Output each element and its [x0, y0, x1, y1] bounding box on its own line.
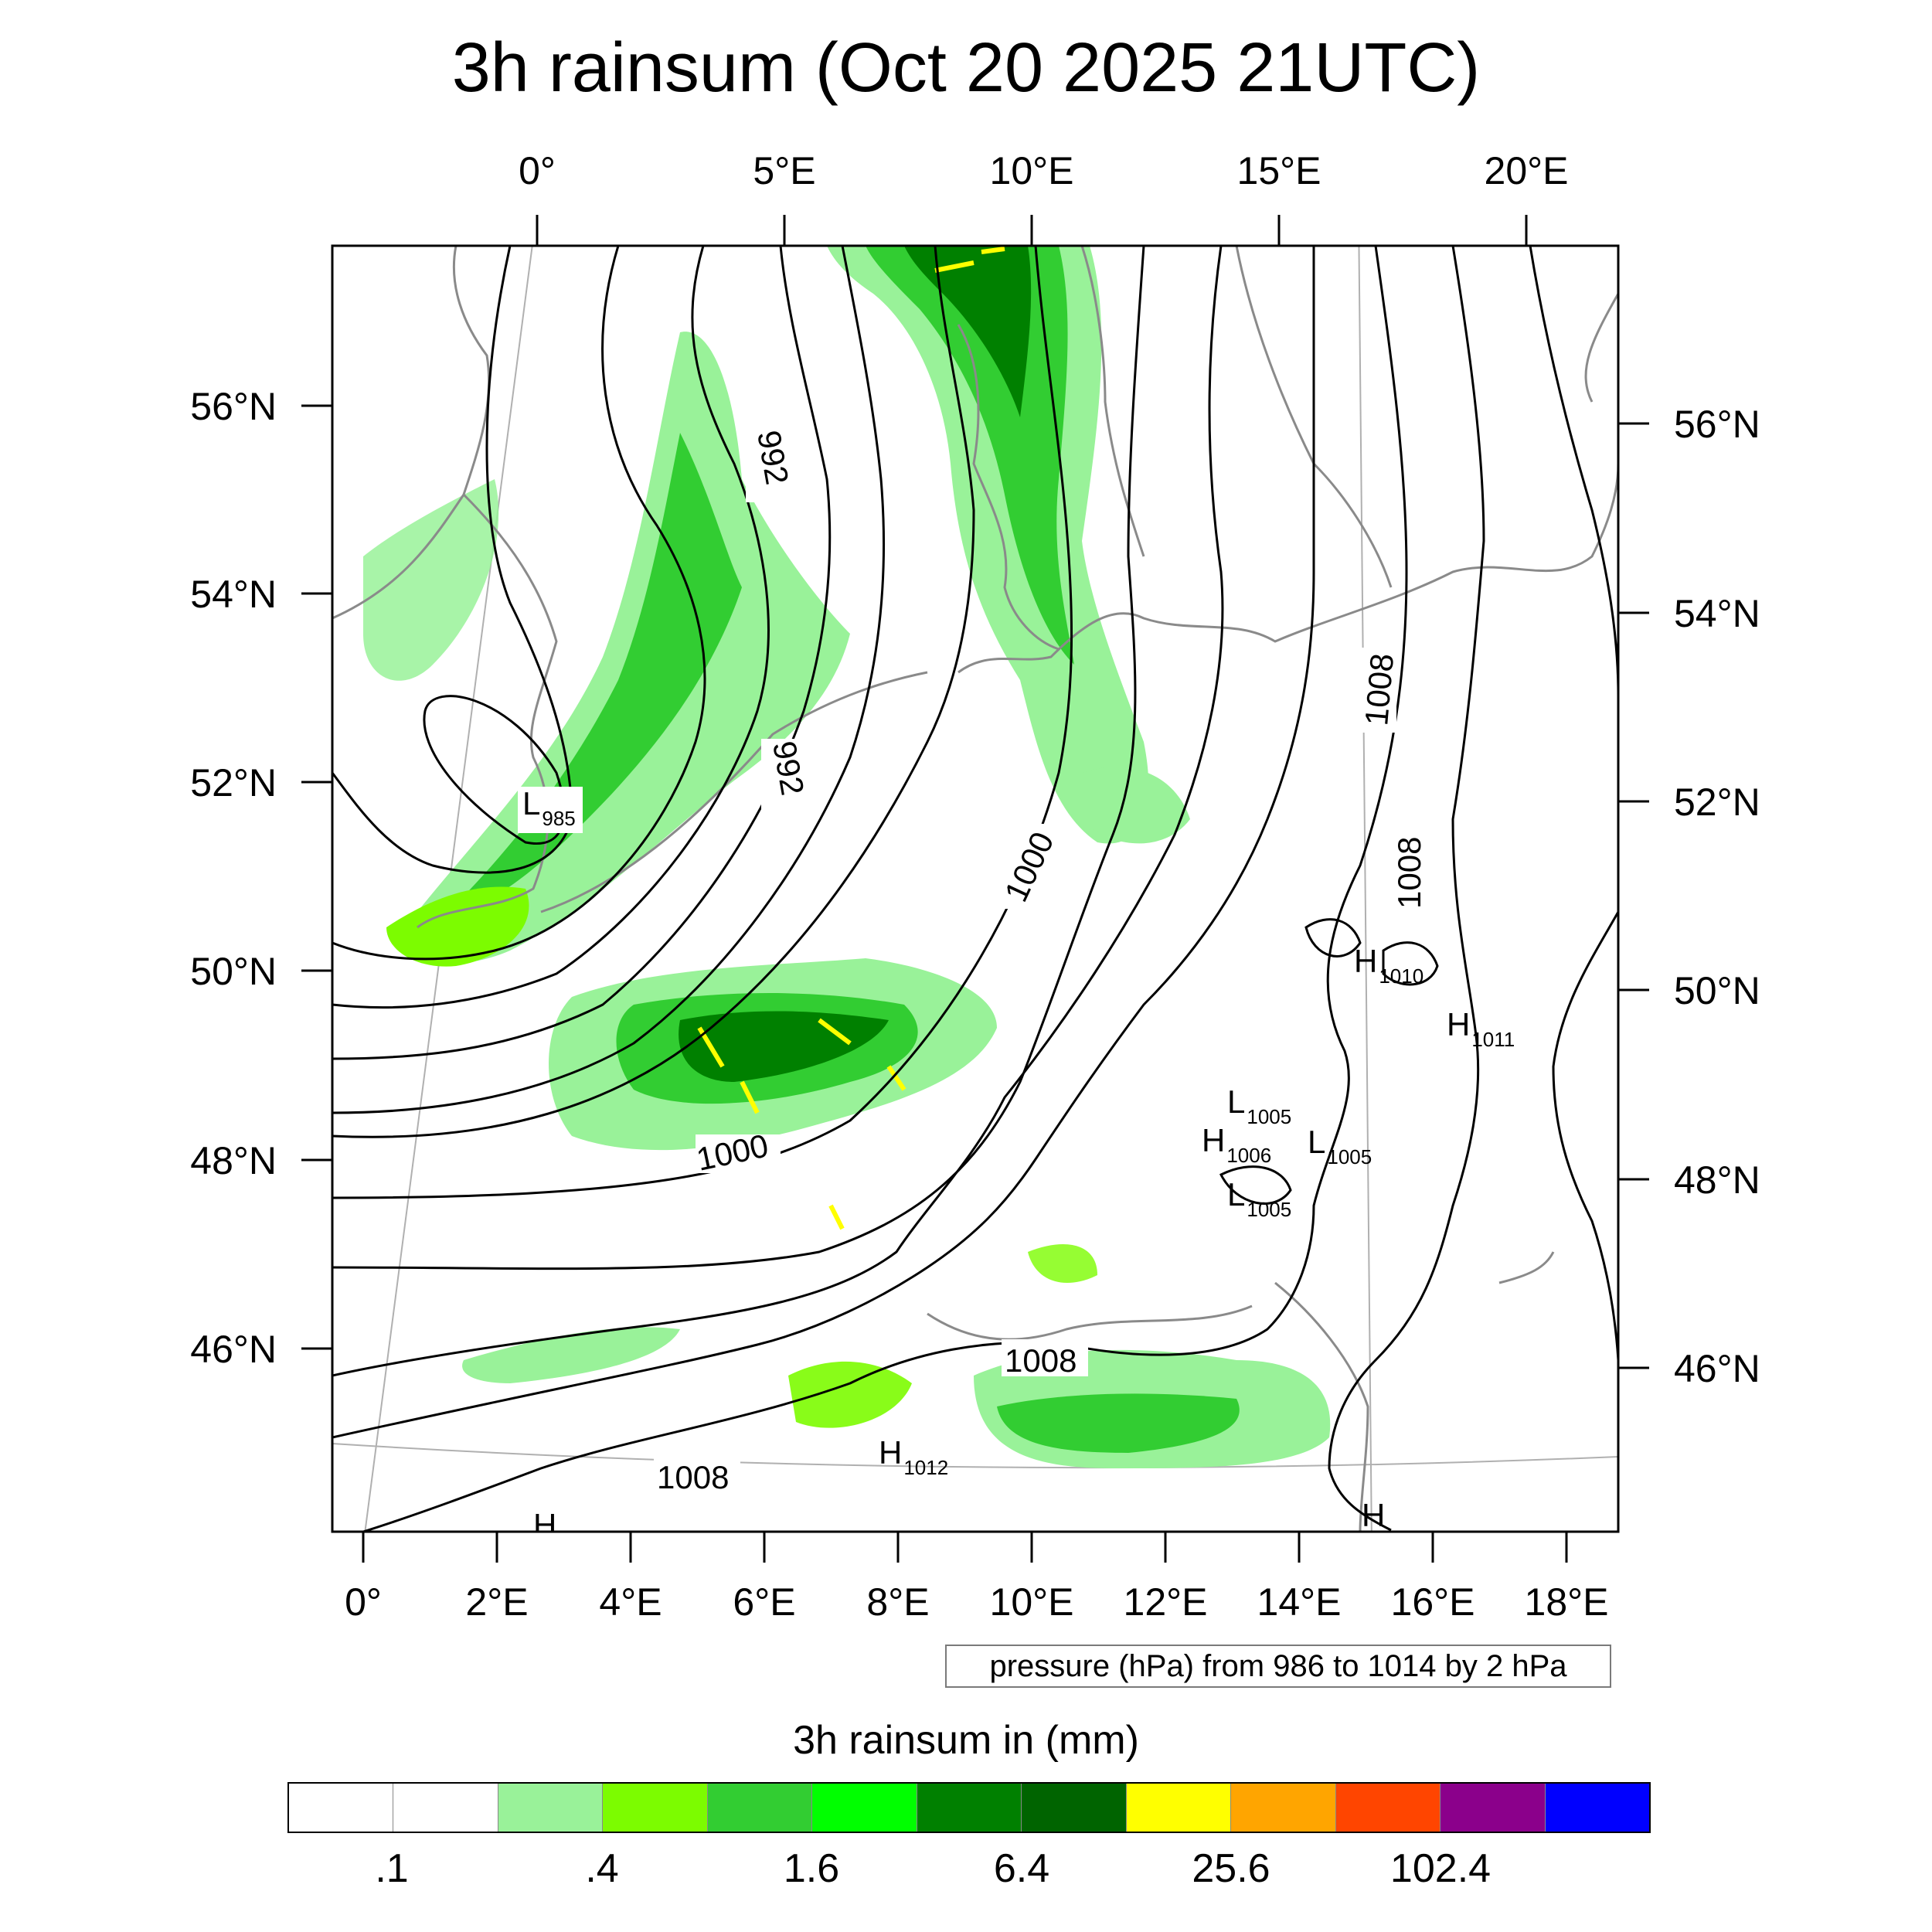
- bottom-lon-label: 16°E: [1391, 1580, 1475, 1624]
- top-lon-label: 15°E: [1237, 149, 1321, 192]
- bottom-lon-label: 12°E: [1124, 1580, 1208, 1624]
- contour-info-box: pressure (hPa) from 986 to 1014 by 2 hPa: [945, 1645, 1611, 1688]
- rain-band-biscay: [462, 1327, 680, 1383]
- low-pressure-marker: L1005: [1227, 1176, 1291, 1221]
- bottom-lon-label: 4°E: [599, 1580, 662, 1624]
- right-lat-label: 48°N: [1674, 1158, 1760, 1202]
- colorbar-tick-label: 102.4: [1389, 1846, 1492, 1891]
- colorbar-swatch: [289, 1784, 394, 1832]
- high-pressure-marker: H1012: [879, 1434, 948, 1479]
- right-lat-label: 46°N: [1674, 1347, 1760, 1390]
- isobar-label: 1008: [657, 1459, 729, 1495]
- rain-band-baltic-west: [1082, 767, 1190, 844]
- top-lon-label: 10°E: [990, 149, 1074, 192]
- right-axis: [1618, 422, 1649, 1369]
- map-frame: [331, 244, 1620, 1533]
- isobar-label: 1008: [1391, 837, 1427, 909]
- colorbar-swatch: [498, 1784, 604, 1832]
- top-axis: [536, 215, 1528, 246]
- isobar-label: 1008: [1005, 1342, 1077, 1379]
- top-lon-label: 5°E: [753, 149, 815, 192]
- bottom-lon-label: 0°: [345, 1580, 382, 1624]
- isobar-label: 1008: [1358, 652, 1400, 727]
- low-pressure-marker: L985: [522, 785, 576, 830]
- rain-core-alps: [997, 1393, 1240, 1453]
- colorbar-tick-label: 25.6: [1192, 1846, 1270, 1891]
- rain-heavy-skagerrak: [904, 246, 1032, 417]
- left-axis: [301, 404, 332, 1350]
- left-lat-label: 56°N: [190, 385, 277, 428]
- left-lat-label: 52°N: [190, 761, 277, 804]
- right-lat-label: 54°N: [1674, 592, 1760, 635]
- colorbar-tick-label: .1: [375, 1846, 409, 1891]
- rain-band-central: [788, 1361, 912, 1428]
- colorbar-swatch: [1335, 1784, 1441, 1832]
- rain-core-north-sea: [448, 433, 742, 912]
- map-title: 3h rainsum (Oct 20 2025 21UTC): [451, 29, 1481, 107]
- high-pressure-marker: H: [533, 1507, 556, 1543]
- high-pressure-marker: H1011: [1447, 1006, 1515, 1051]
- colorbar: [287, 1782, 1651, 1833]
- high-pressure-marker: H1006: [1202, 1122, 1271, 1167]
- colorbar-swatch: [917, 1784, 1022, 1832]
- colorbar-tick-label: 6.4: [993, 1846, 1050, 1891]
- left-lat-label: 54°N: [190, 573, 277, 616]
- colorbar-swatch: [1022, 1784, 1127, 1832]
- bottom-lon-label: 6°E: [733, 1580, 795, 1624]
- colorbar-swatch: [707, 1784, 813, 1832]
- rain-band-channel: [386, 886, 529, 967]
- rain-band-england: [363, 479, 499, 681]
- low-pressure-marker: L1005: [1308, 1124, 1372, 1168]
- colorbar-swatch: [812, 1784, 917, 1832]
- bottom-lon-label: 18°E: [1525, 1580, 1609, 1624]
- high-pressure-marker: H: [1362, 1497, 1385, 1533]
- colorbar-title: 3h rainsum in (mm): [793, 1718, 1139, 1763]
- right-lat-label: 50°N: [1674, 969, 1760, 1012]
- bottom-lon-label: 8°E: [866, 1580, 929, 1624]
- top-lon-label: 0°: [519, 149, 556, 192]
- bottom-lon-label: 14°E: [1257, 1580, 1342, 1624]
- isobar-labels: 992 992 1000 1000 1008 1008 1008 1008: [654, 427, 1430, 1495]
- high-pressure-marker: H1010: [1354, 943, 1423, 988]
- left-lat-label: 50°N: [190, 950, 277, 993]
- bottom-lon-label: 2°E: [465, 1580, 528, 1624]
- colorbar-swatch: [1231, 1784, 1336, 1832]
- colorbar-swatch: [1440, 1784, 1546, 1832]
- rain-band-skagerrak: [827, 246, 1149, 844]
- right-lat-label: 56°N: [1674, 403, 1760, 446]
- bottom-axis: [362, 1532, 1568, 1563]
- rain-heavy-germany-france: [679, 1011, 889, 1082]
- colorbar-swatch: [393, 1784, 498, 1832]
- rain-band-czech: [1028, 1244, 1097, 1283]
- colorbar-swatch: [1126, 1784, 1232, 1832]
- map-plot-area: 992 992 1000 1000 1008 1008 1008 1008 L9…: [332, 246, 1618, 1543]
- isobars: [332, 246, 1618, 1532]
- bottom-lon-label: 10°E: [990, 1580, 1074, 1624]
- top-lon-label: 20°E: [1485, 149, 1569, 192]
- colorbar-swatch: [1545, 1784, 1650, 1832]
- colorbar-swatch: [603, 1784, 708, 1832]
- left-lat-label: 46°N: [190, 1328, 277, 1371]
- left-lat-label: 48°N: [190, 1139, 277, 1182]
- right-lat-label: 52°N: [1674, 781, 1760, 824]
- pressure-centers: L985 H1010 H1011 L1005 H1006 L1005 L1005…: [518, 785, 1515, 1543]
- low-pressure-marker: L1005: [1227, 1083, 1291, 1128]
- colorbar-tick-label: .4: [585, 1846, 619, 1891]
- colorbar-tick-label: 1.6: [783, 1846, 840, 1891]
